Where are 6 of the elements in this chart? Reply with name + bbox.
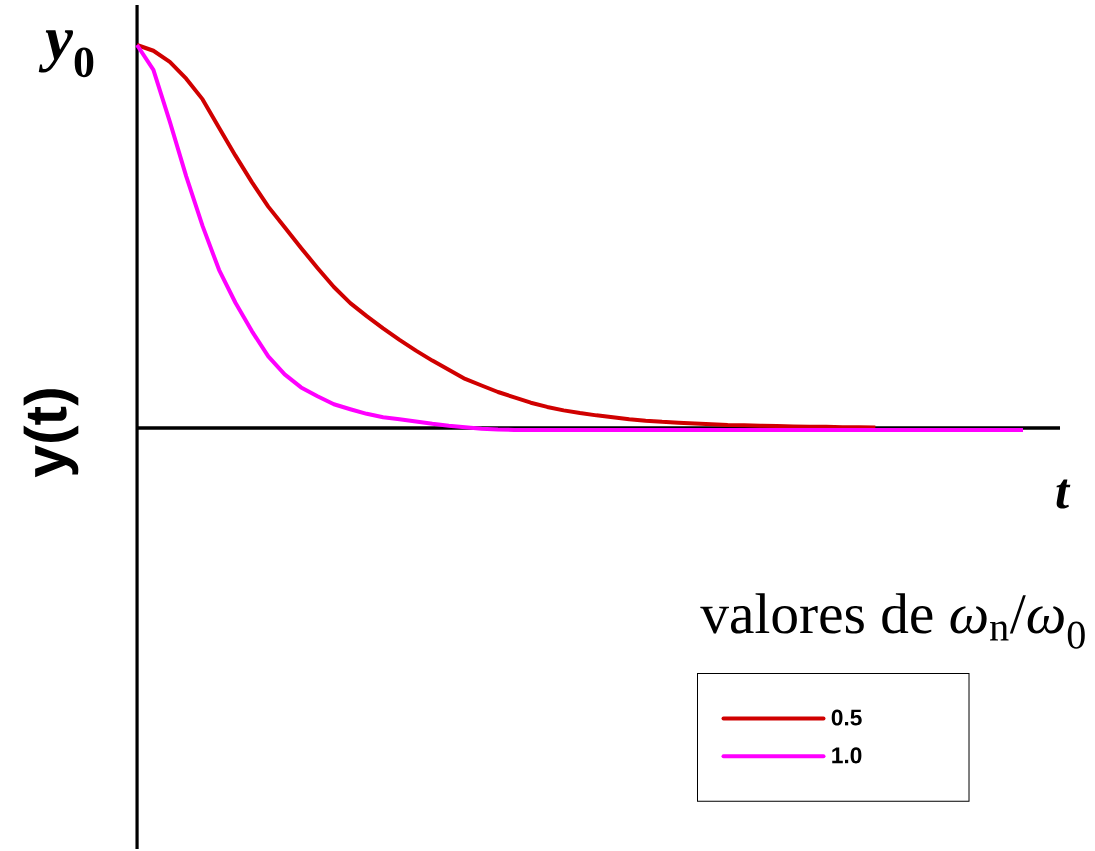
legend-label: 1.0 xyxy=(832,747,862,764)
legend-label: 0.5 xyxy=(831,709,862,726)
y-axis-title: y(t) xyxy=(23,389,79,478)
text: y$_{0}$ xyxy=(38,30,94,78)
x-axis-title: t xyxy=(1056,479,1071,509)
legend-title: valores de ω$_{n}$/ω$_{0}$ xyxy=(700,593,1085,649)
